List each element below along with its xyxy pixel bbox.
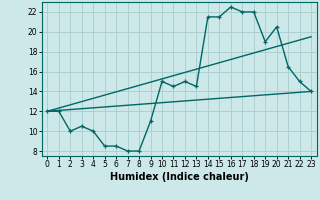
X-axis label: Humidex (Indice chaleur): Humidex (Indice chaleur) bbox=[110, 172, 249, 182]
